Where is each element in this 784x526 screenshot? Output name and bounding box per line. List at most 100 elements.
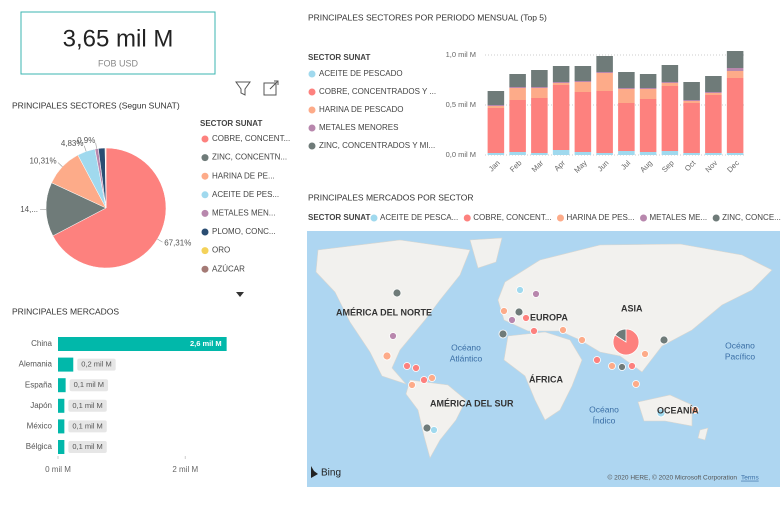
bar bbox=[58, 378, 66, 393]
bar-segment bbox=[726, 78, 744, 153]
legend-marker bbox=[201, 247, 209, 255]
y-tick-label: 0,0 mil M bbox=[446, 150, 476, 159]
ocean-label: Atlántico bbox=[450, 353, 483, 363]
data-label: 0,1 mil M bbox=[72, 401, 102, 410]
x-tick-label: May bbox=[572, 158, 589, 175]
x-tick-label: 2 mil M bbox=[172, 465, 198, 474]
bar-segment bbox=[509, 74, 526, 87]
continent-label: AMÉRICA DEL NORTE bbox=[336, 307, 432, 317]
bar-segment bbox=[639, 152, 657, 155]
continent-label: OCEANÍA bbox=[657, 405, 699, 415]
data-label: 0,1 mil M bbox=[72, 442, 102, 451]
pie-slice bbox=[52, 147, 167, 269]
x-tick-label: Nov bbox=[703, 158, 719, 174]
chart-title: PRINCIPALES SECTORES POR PERIODO MENSUAL… bbox=[308, 12, 547, 22]
data-label: 0,1 mil M bbox=[74, 380, 104, 389]
ocean-label: Océano bbox=[725, 340, 755, 350]
x-tick-label: Apr bbox=[552, 158, 567, 173]
ocean-label: Océano bbox=[451, 342, 481, 352]
bar-segment bbox=[639, 88, 657, 89]
y-tick-label: México bbox=[27, 422, 53, 431]
bar-segment bbox=[726, 51, 744, 68]
card-frame bbox=[20, 11, 216, 75]
bar-segment bbox=[574, 152, 592, 155]
bar-segment bbox=[509, 88, 526, 100]
legend-scroll[interactable] bbox=[236, 292, 244, 297]
leader-line bbox=[57, 162, 63, 167]
data-label: 0,9% bbox=[77, 136, 95, 145]
bar-segment bbox=[726, 71, 744, 78]
legend-label: ACEITE DE PESCA... bbox=[380, 213, 458, 222]
bar-segment bbox=[552, 66, 570, 82]
y-tick-label: 1,0 mil M bbox=[446, 50, 476, 59]
bar-segment bbox=[705, 153, 722, 155]
data-label-bg bbox=[68, 399, 107, 412]
bar-segment bbox=[661, 65, 679, 82]
bar-segment bbox=[618, 89, 635, 103]
legend-label: ACEITE DE PESCADO bbox=[319, 69, 403, 78]
filter-icon[interactable] bbox=[235, 81, 251, 96]
legend-marker bbox=[308, 88, 316, 96]
legend-marker bbox=[640, 214, 648, 222]
bar-segment bbox=[596, 153, 613, 155]
legend-marker bbox=[308, 142, 316, 150]
map-legend-title: SECTOR SUNAT bbox=[308, 213, 370, 222]
legend-marker bbox=[308, 70, 316, 78]
legend-marker bbox=[308, 124, 316, 132]
legend-title: SECTOR SUNAT bbox=[308, 53, 370, 62]
data-label: 67,31% bbox=[164, 238, 191, 247]
bar-segment bbox=[509, 152, 526, 155]
bar-segment bbox=[509, 87, 526, 88]
bar-segment bbox=[487, 106, 505, 108]
bar-segment bbox=[618, 88, 635, 89]
x-tick-label: 0 mil M bbox=[45, 465, 71, 474]
bar-segment bbox=[683, 153, 700, 155]
bar-segment bbox=[705, 93, 722, 95]
legend-marker bbox=[201, 209, 209, 217]
y-tick-label: Alemania bbox=[19, 360, 53, 369]
continent-label: EUROPA bbox=[530, 312, 568, 322]
pie-slice bbox=[45, 182, 107, 237]
bar-segment bbox=[683, 103, 700, 153]
focus-icon[interactable] bbox=[263, 80, 279, 96]
bar-segment bbox=[552, 82, 570, 83]
bar-segment bbox=[574, 81, 592, 82]
map-terms[interactable]: Terms bbox=[741, 475, 759, 482]
bar-segment bbox=[596, 73, 613, 91]
bar-segment bbox=[683, 100, 700, 101]
bar-segment bbox=[552, 85, 570, 150]
x-tick-label: Aug bbox=[638, 158, 654, 174]
x-tick-label: Jun bbox=[596, 158, 611, 173]
bar-segment bbox=[509, 100, 526, 152]
bar-segment bbox=[726, 153, 744, 155]
legend-label: PLOMO, CONC... bbox=[212, 227, 276, 236]
legend-marker bbox=[556, 214, 564, 222]
legend-title: SECTOR SUNAT bbox=[200, 119, 262, 128]
data-label-bg bbox=[68, 420, 107, 433]
bar bbox=[58, 440, 65, 454]
legend-marker bbox=[201, 135, 209, 143]
x-tick-label: Feb bbox=[508, 158, 524, 174]
chart-title: PRINCIPALES SECTORES (Segun SUNAT) bbox=[12, 100, 180, 110]
bar-segment bbox=[705, 95, 722, 153]
legend-label: ORO bbox=[212, 246, 230, 255]
bar-segment bbox=[661, 83, 679, 86]
bar-segment bbox=[487, 91, 505, 105]
legend-label: HARINA DE PESCADO bbox=[319, 105, 403, 114]
legend-label: ZINC, CONCENTRADOS Y MI... bbox=[319, 141, 435, 150]
bar-segment bbox=[639, 99, 657, 152]
bar-segment bbox=[639, 74, 657, 88]
bar-segment bbox=[487, 108, 505, 153]
bar-segment bbox=[574, 66, 592, 81]
bar bbox=[58, 398, 65, 413]
legend-label: METALES MEN... bbox=[212, 209, 275, 218]
bar-segment bbox=[552, 83, 570, 85]
bar-segment bbox=[661, 151, 679, 155]
continent-label: ASIA bbox=[621, 303, 643, 313]
legend-label: COBRE, CONCENT... bbox=[473, 213, 551, 222]
y-tick-label: 0,5 mil M bbox=[446, 100, 476, 109]
x-tick-label: Dec bbox=[725, 158, 741, 174]
legend-marker bbox=[201, 191, 209, 199]
continent-label: ÁFRICA bbox=[529, 374, 563, 384]
bar-segment bbox=[531, 153, 548, 155]
